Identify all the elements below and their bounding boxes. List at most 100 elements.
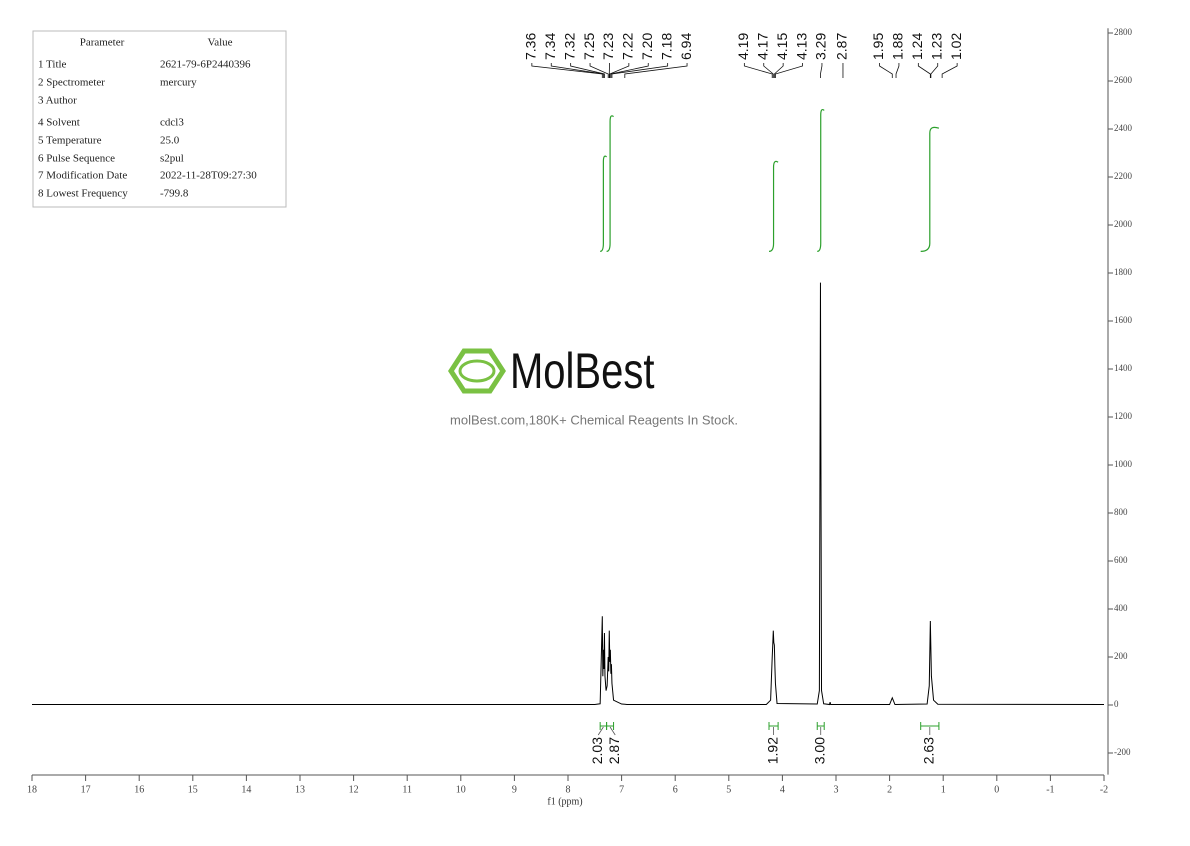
peak-leader (880, 63, 893, 78)
x-tick-label: 4 (780, 784, 785, 795)
x-tick-label: 9 (512, 784, 517, 795)
peak-label: 2.87 (834, 33, 850, 60)
peak-label: 4.19 (735, 33, 751, 60)
y-tick-label: 1400 (1114, 363, 1133, 373)
peak-leader (918, 63, 930, 78)
x-axis-label: f1 (ppm) (547, 796, 582, 807)
x-tick-label: 11 (402, 784, 412, 795)
y-tick-label: 2000 (1114, 219, 1133, 229)
peak-label: 4.13 (793, 33, 809, 60)
y-tick-label: 1200 (1114, 411, 1133, 421)
table-cell: 2 Spectrometer (38, 77, 105, 89)
peak-label: 1.02 (948, 33, 964, 60)
x-tick-label: 10 (456, 784, 466, 795)
table-header: Parameter (80, 37, 125, 49)
peak-leader (942, 63, 957, 78)
table-cell: 6 Pulse Sequence (38, 153, 115, 165)
x-tick-label: 6 (673, 784, 678, 795)
table-cell: cdcl3 (160, 117, 184, 129)
peak-label: 7.25 (581, 33, 597, 60)
integral-bracket (600, 722, 606, 730)
table-cell: 5 Temperature (38, 135, 102, 147)
peak-leader (612, 63, 668, 78)
table-cell: 4 Solvent (38, 117, 80, 129)
y-tick-label: 1000 (1114, 459, 1133, 469)
table-cell: 1 Title (38, 59, 67, 71)
table-cell: s2pul (160, 153, 184, 165)
y-tick-label: 0 (1114, 699, 1119, 709)
x-tick-label: 2 (887, 784, 892, 795)
peak-label: 6.94 (678, 33, 694, 60)
table-header: Value (207, 37, 232, 49)
logo-ring (460, 361, 494, 381)
tagline: molBest.com,180K+ Chemical Reagents In S… (450, 412, 738, 427)
peak-leader (551, 63, 603, 78)
peak-leader (532, 63, 602, 78)
y-tick-label: 1600 (1114, 315, 1133, 325)
integral-label: 3.00 (811, 737, 827, 764)
x-tick-label: 17 (81, 784, 91, 795)
x-tick-label: -1 (1046, 784, 1054, 795)
brand: MolBest (510, 343, 655, 399)
peak-label: 7.22 (620, 33, 636, 60)
peak-label: 1.95 (870, 33, 886, 60)
integral-label: 2.87 (606, 737, 622, 764)
table-cell: 7 Modification Date (38, 170, 127, 182)
peak-label: 7.20 (639, 33, 655, 60)
peak-leader (775, 63, 802, 78)
peak-label: 1.23 (928, 33, 944, 60)
table-cell: -799.8 (160, 188, 189, 200)
integral-label: 2.63 (921, 737, 937, 764)
parameter-table: Parameter Value 1 Title 2621-79-6P2440396… (33, 31, 286, 207)
y-tick-label: 400 (1114, 603, 1128, 613)
integral-curve (817, 110, 824, 252)
peak-label: 4.17 (754, 33, 770, 60)
peak-label: 7.18 (658, 33, 674, 60)
integral-label: 2.03 (589, 737, 605, 764)
y-tick-label: -200 (1114, 747, 1131, 757)
table-cell: 2621-79-6P2440396 (160, 59, 251, 71)
x-tick-label: 12 (349, 784, 359, 795)
peak-leader (931, 63, 938, 78)
x-tick-label: 1 (941, 784, 946, 795)
peak-leader (744, 63, 772, 78)
peak-label: 1.24 (909, 33, 925, 60)
peak-label: 7.36 (523, 33, 539, 60)
integral-curve (769, 161, 778, 251)
table-cell: 3 Author (38, 95, 77, 107)
y-tick-label: 2600 (1114, 75, 1133, 85)
x-tick-label: 0 (994, 784, 999, 795)
x-tick-label: -2 (1100, 784, 1108, 795)
y-tick-label: 600 (1114, 555, 1128, 565)
x-tick-label: 18 (27, 784, 37, 795)
peak-label: 7.34 (542, 33, 558, 60)
x-tick-label: 7 (619, 784, 624, 795)
y-tick-label: 2200 (1114, 171, 1133, 181)
y-tick-label: 800 (1114, 507, 1128, 517)
peak-leader (590, 63, 608, 78)
peak-label: 3.29 (813, 33, 829, 60)
peak-leader (896, 63, 899, 78)
y-tick-label: 200 (1114, 651, 1128, 661)
table-cell: mercury (160, 77, 197, 89)
watermark: MolBest molBest.com,180K+ Chemical Reage… (450, 343, 738, 428)
peak-label: 7.23 (600, 33, 616, 60)
integral-leader (598, 727, 603, 735)
integral-leader (610, 727, 615, 735)
peak-label: 7.32 (561, 33, 577, 60)
y-tick-label: 2400 (1114, 123, 1133, 133)
x-tick-label: 15 (188, 784, 198, 795)
x-tick-label: 3 (834, 784, 839, 795)
y-tick-label: 1800 (1114, 267, 1133, 277)
x-tick-label: 14 (241, 784, 251, 795)
peak-label: 4.15 (774, 33, 790, 60)
x-tick-label: 5 (726, 784, 731, 795)
table-cell: 2022-11-28T09:27:30 (160, 170, 257, 182)
integral-curve (921, 127, 939, 251)
integral-bracket (607, 722, 614, 730)
peak-leader (611, 63, 648, 78)
table-cell: 25.0 (160, 135, 180, 147)
y-tick-label: 2800 (1114, 27, 1133, 37)
x-tick-label: 16 (134, 784, 144, 795)
